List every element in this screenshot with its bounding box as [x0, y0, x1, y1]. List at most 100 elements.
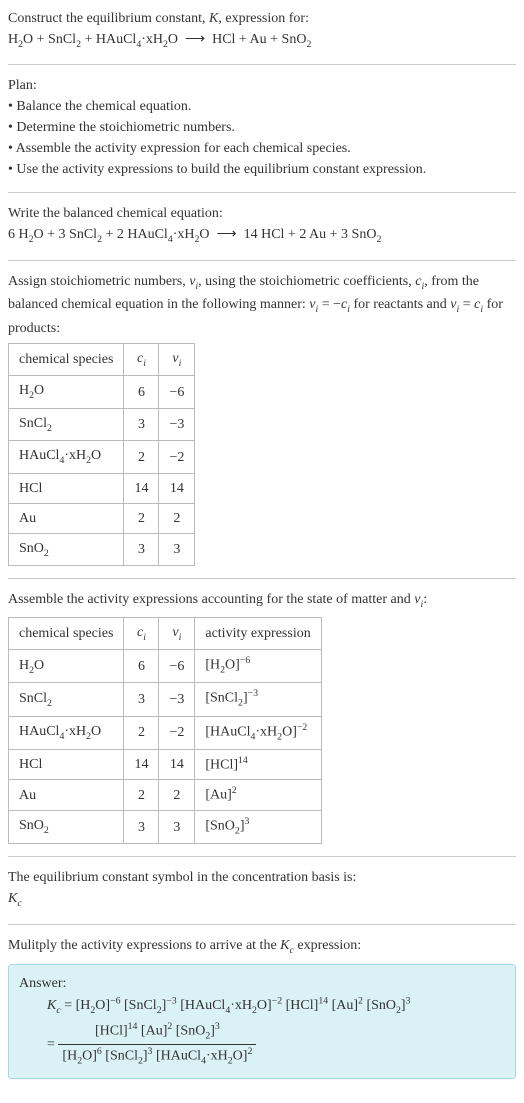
table-cell: Au: [9, 780, 124, 811]
answer-frac-num: [HCl]14 [Au]2 [SnO2]3: [58, 1020, 256, 1045]
balanced-equation: 6 H2O + 3 SnCl2 + 2 HAuCl4·xH2O ⟶ 14 HCl…: [8, 224, 516, 247]
table-cell: [HCl]14: [195, 749, 321, 780]
answer-box: Answer: Kc = [H2O]−6 [SnCl2]−3 [HAuCl4·x…: [8, 964, 516, 1078]
divider: [8, 578, 516, 579]
table-cell: H2O: [9, 650, 124, 683]
table-cell: SnCl2: [9, 408, 124, 440]
answer-frac-den: [H2O]6 [SnCl2]3 [HAuCl4·xH2O]2: [58, 1045, 256, 1069]
intro-line1: Construct the equilibrium constant, K, e…: [8, 8, 516, 29]
table-cell: HAuCl4·xH2O: [9, 716, 124, 749]
table-cell: 2: [124, 780, 159, 811]
table-header: νi: [159, 343, 195, 375]
table-cell: 14: [124, 473, 159, 503]
answer-kc-line: Kc = [H2O]−6 [SnCl2]−3 [HAuCl4·xH2O]−2 […: [47, 994, 505, 1018]
table-cell: 3: [124, 533, 159, 565]
table-row: H2O6−6[H2O]−6: [9, 650, 322, 683]
table-cell: 14: [159, 473, 195, 503]
multiply-section: Mulitply the activity expressions to arr…: [8, 935, 516, 1079]
table-cell: [HAuCl4·xH2O]−2: [195, 716, 321, 749]
table-cell: 14: [159, 749, 195, 780]
table-row: HAuCl4·xH2O2−2[HAuCl4·xH2O]−2: [9, 716, 322, 749]
table-cell: H2O: [9, 376, 124, 408]
table-cell: HCl: [9, 473, 124, 503]
table-row: HAuCl4·xH2O2−2: [9, 441, 195, 473]
table-cell: HCl: [9, 749, 124, 780]
table-header-row: chemical species ci νi activity expressi…: [9, 617, 322, 649]
table-row: Au22[Au]2: [9, 780, 322, 811]
table-header: activity expression: [195, 617, 321, 649]
intro-section: Construct the equilibrium constant, K, e…: [8, 8, 516, 52]
table-cell: −2: [159, 441, 195, 473]
table-cell: [SnO2]3: [195, 811, 321, 844]
stoich-table: chemical species ci νi H2O6−6 SnCl23−3 H…: [8, 343, 195, 566]
table-cell: 3: [159, 533, 195, 565]
table-cell: −6: [159, 650, 195, 683]
table-cell: SnO2: [9, 811, 124, 844]
plan-title: Plan:: [8, 75, 516, 96]
activity-para: Assemble the activity expressions accoun…: [8, 589, 516, 612]
table-header: νi: [159, 617, 195, 649]
balanced-title: Write the balanced chemical equation:: [8, 203, 516, 224]
answer-fraction: [HCl]14 [Au]2 [SnO2]3 [H2O]6 [SnCl2]3 [H…: [58, 1020, 256, 1069]
stoich-para: Assign stoichiometric numbers, νi, using…: [8, 271, 516, 339]
answer-frac-line: = [HCl]14 [Au]2 [SnO2]3 [H2O]6 [SnCl2]3 …: [47, 1020, 505, 1069]
plan-item: • Assemble the activity expression for e…: [8, 138, 516, 159]
table-row: H2O6−6: [9, 376, 195, 408]
table-cell: [H2O]−6: [195, 650, 321, 683]
table-cell: [SnCl2]−3: [195, 683, 321, 716]
balanced-section: Write the balanced chemical equation: 6 …: [8, 203, 516, 247]
divider: [8, 856, 516, 857]
plan-item: • Balance the chemical equation.: [8, 96, 516, 117]
table-row: SnO233: [9, 533, 195, 565]
table-header: ci: [124, 617, 159, 649]
table-cell: 2: [159, 503, 195, 533]
plan-item: • Use the activity expressions to build …: [8, 159, 516, 180]
activity-table: chemical species ci νi activity expressi…: [8, 617, 322, 844]
table-row: SnO233[SnO2]3: [9, 811, 322, 844]
table-cell: 2: [124, 716, 159, 749]
divider: [8, 64, 516, 65]
table-header: chemical species: [9, 617, 124, 649]
table-cell: SnCl2: [9, 683, 124, 716]
table-cell: 6: [124, 376, 159, 408]
divider: [8, 924, 516, 925]
table-cell: 2: [159, 780, 195, 811]
table-cell: HAuCl4·xH2O: [9, 441, 124, 473]
table-row: HCl1414: [9, 473, 195, 503]
table-header: chemical species: [9, 343, 124, 375]
stoich-section: Assign stoichiometric numbers, νi, using…: [8, 271, 516, 566]
table-row: SnCl23−3: [9, 408, 195, 440]
symbol-section: The equilibrium constant symbol in the c…: [8, 867, 516, 911]
table-cell: 3: [124, 811, 159, 844]
table-cell: [Au]2: [195, 780, 321, 811]
table-cell: −2: [159, 716, 195, 749]
table-header-row: chemical species ci νi: [9, 343, 195, 375]
table-row: Au22: [9, 503, 195, 533]
table-cell: 3: [124, 683, 159, 716]
table-row: HCl1414[HCl]14: [9, 749, 322, 780]
table-cell: 14: [124, 749, 159, 780]
table-cell: Au: [9, 503, 124, 533]
table-row: SnCl23−3[SnCl2]−3: [9, 683, 322, 716]
answer-title: Answer:: [19, 973, 505, 994]
intro-equation: H2O + SnCl2 + HAuCl4·xH2O ⟶ HCl + Au + S…: [8, 29, 516, 52]
table-cell: 2: [124, 503, 159, 533]
table-cell: 6: [124, 650, 159, 683]
table-cell: SnO2: [9, 533, 124, 565]
table-header: ci: [124, 343, 159, 375]
multiply-para: Mulitply the activity expressions to arr…: [8, 935, 516, 958]
divider: [8, 260, 516, 261]
plan-section: Plan: • Balance the chemical equation. •…: [8, 75, 516, 180]
table-cell: 2: [124, 441, 159, 473]
table-cell: 3: [124, 408, 159, 440]
answer-kc-eq: Kc = [H2O]−6 [SnCl2]−3 [HAuCl4·xH2O]−2 […: [47, 998, 411, 1013]
table-cell: 3: [159, 811, 195, 844]
divider: [8, 192, 516, 193]
table-cell: −3: [159, 683, 195, 716]
table-cell: −3: [159, 408, 195, 440]
activity-section: Assemble the activity expressions accoun…: [8, 589, 516, 844]
table-cell: −6: [159, 376, 195, 408]
symbol-line1: The equilibrium constant symbol in the c…: [8, 867, 516, 888]
plan-item: • Determine the stoichiometric numbers.: [8, 117, 516, 138]
symbol-line2: Kc: [8, 888, 516, 911]
